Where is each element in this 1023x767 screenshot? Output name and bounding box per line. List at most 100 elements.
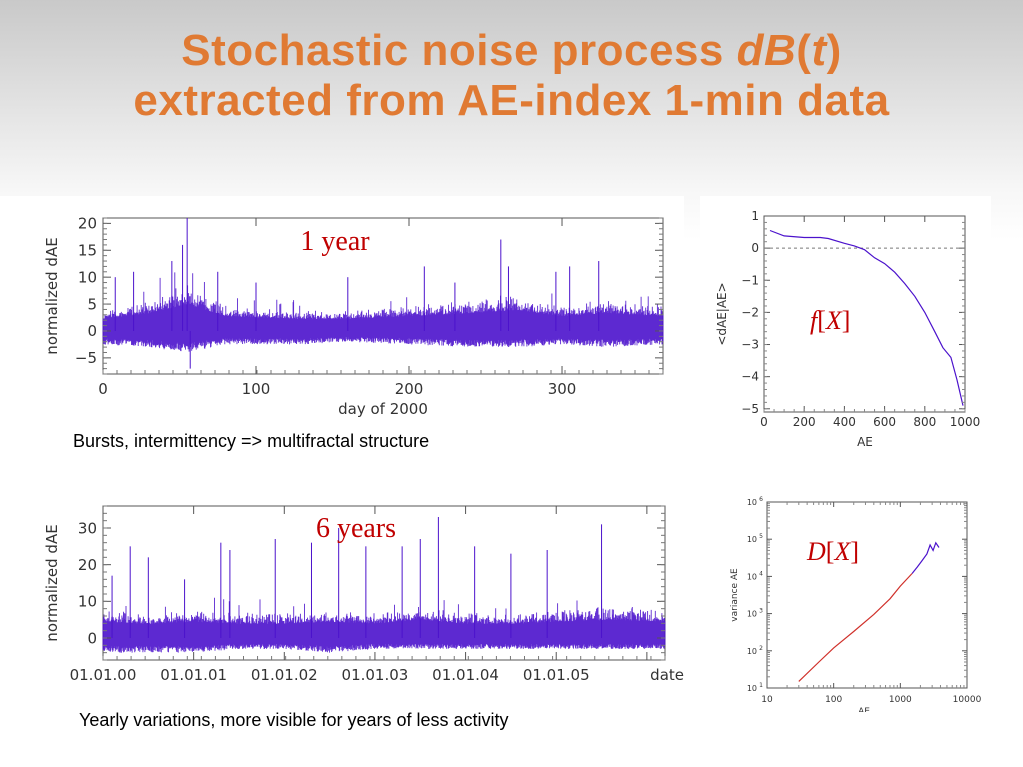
y-tick-label: 15	[78, 242, 97, 260]
y-tick-label: 10	[747, 647, 757, 656]
x-tick-label: 100	[242, 380, 271, 398]
y-tick-label: 5	[87, 295, 97, 313]
y-tick-label: 0	[87, 629, 97, 647]
y-tick-label: 20	[78, 215, 97, 233]
title-text-prefix: Stochastic noise process	[181, 26, 737, 75]
chart-d-panel: 10 1 10 2 10 3 10 4 10 5 10 6 10 100 1000 10000 AE vari…	[730, 492, 994, 717]
x-tick-label: 10	[761, 695, 773, 705]
axes-frame	[763, 215, 966, 413]
title-paren-close: )	[826, 26, 842, 75]
y-axis-label: <dAE|AE>	[715, 282, 729, 345]
y-tick-label: −3	[741, 338, 759, 352]
x-axis-label: AE	[858, 707, 870, 712]
chart-one-year-panel: 20 15 10 5 0 −5 0 100 200 300 day of 2000 normali…	[0, 196, 684, 428]
y-tick-label: −2	[741, 305, 759, 319]
plot-area	[764, 229, 965, 406]
chart-f-panel: 1 0 −1 −2 −3 −4 −5 0 200 400 600 800 1000 AE <dAE|AE…	[700, 196, 991, 454]
x-tick-label: 1000	[889, 695, 912, 705]
y-tick-label: 20	[78, 556, 97, 574]
title-italic-t: t	[811, 26, 827, 75]
axis-ticks: 10−1−2−3−4−50 200 400 600 800 1000	[741, 209, 980, 429]
annotation-function: D	[806, 537, 826, 566]
y-tick-exponent: 1	[759, 682, 763, 689]
x-tick-label: 01.01.03	[342, 666, 409, 684]
annotation-bracket: [	[817, 306, 826, 335]
chart-annotation: f[X]	[810, 306, 850, 335]
y-tick-exponent: 6	[759, 496, 763, 503]
x-tick-label: 400	[833, 415, 856, 429]
annotation-function: f	[810, 306, 821, 335]
y-tick-label: −1	[741, 273, 759, 287]
annotation-bracket: [	[826, 537, 835, 566]
y-tick-label: 1	[751, 209, 759, 223]
chart-f-of-x: 10−1−2−3−4−50 200 400 600 800 1000 AE <dAE|AE…	[715, 209, 980, 449]
y-tick-label: 30	[78, 519, 97, 537]
x-tick-label: 300	[548, 380, 577, 398]
y-tick-label: 10	[747, 572, 757, 581]
annotation-variable: X	[833, 537, 851, 566]
y-tick-label: 0	[87, 322, 97, 340]
title-paren-open: (	[796, 26, 812, 75]
x-tick-label: 1000	[950, 415, 981, 429]
annotation-bracket: ]	[850, 537, 859, 566]
plot-area	[798, 541, 940, 682]
caption-bottom: Yearly variations, more visible for year…	[79, 710, 509, 730]
title-italic-db: dB	[736, 26, 797, 75]
slide-title: Stochastic noise process dB(t) extracted…	[0, 26, 1023, 126]
y-tick-label: 10	[747, 535, 757, 544]
y-tick-exponent: 5	[759, 533, 763, 540]
plot-area	[102, 218, 664, 369]
annotation-bracket: ]	[842, 306, 851, 335]
y-tick-label: −5	[75, 349, 97, 367]
x-tick-label: 0	[760, 415, 768, 429]
title-line-2: extracted from AE-index 1-min data	[133, 76, 890, 125]
y-tick-exponent: 2	[759, 645, 763, 652]
y-tick-exponent: 3	[759, 608, 763, 615]
x-tick-label: 800	[913, 415, 936, 429]
y-tick-label: 10	[747, 498, 757, 507]
x-tick-label: 0	[98, 380, 108, 398]
chart-annotation: D[X]	[806, 537, 859, 566]
x-tick-label: 200	[395, 380, 424, 398]
x-axis-label: AE	[857, 435, 873, 449]
x-axis-label: day of 2000	[338, 400, 428, 418]
x-tick-label: 200	[793, 415, 816, 429]
caption-top: Bursts, intermittency => multifractal st…	[73, 431, 430, 451]
f-curve	[769, 229, 964, 406]
plot-area	[102, 517, 666, 653]
title-line-1: Stochastic noise process dB(t)	[0, 26, 1023, 76]
y-tick-label: 10	[78, 268, 97, 286]
y-axis-label: variance AE	[730, 568, 740, 622]
chart-annotation: 1 year	[300, 226, 370, 257]
x-tick-label: 10000	[953, 695, 982, 705]
y-tick-label: −4	[741, 370, 759, 384]
axis-ticks: 30 20 10 0 01.01.00 01.01.01 01.01.02 01.01.03 0…	[70, 505, 684, 684]
x-tick-label: 01.01.04	[432, 666, 499, 684]
x-tick-label: 100	[825, 695, 842, 705]
annotation-variable: X	[825, 306, 843, 335]
y-tick-label: 10	[78, 593, 97, 611]
x-tick-label: 01.01.05	[523, 666, 590, 684]
y-tick-label: 0	[751, 241, 759, 255]
chart-six-years-panel: 30 20 10 0 01.01.00 01.01.01 01.01.02 01.01.03 0…	[0, 498, 690, 694]
x-tick-label: 01.01.00	[70, 666, 137, 684]
variance-fit-curve	[798, 573, 913, 682]
x-tick-label: 01.01.02	[251, 666, 318, 684]
axes-frame	[766, 501, 968, 689]
chart-annotation: 6 years	[316, 513, 396, 544]
x-tick-label: 01.01.01	[160, 666, 227, 684]
chart-six-years: 30 20 10 0 01.01.00 01.01.01 01.01.02 01.01.03 0…	[43, 505, 684, 684]
y-tick-exponent: 4	[759, 570, 763, 577]
y-axis-label: normalized dAE	[43, 524, 61, 641]
variance-data-curve	[911, 541, 940, 574]
y-tick-label: 10	[747, 610, 757, 619]
x-tick-label: 600	[873, 415, 896, 429]
signal-trace	[102, 597, 666, 653]
signal-trace	[102, 272, 664, 352]
y-tick-label: 10	[747, 684, 757, 693]
y-tick-label: −5	[741, 402, 759, 416]
